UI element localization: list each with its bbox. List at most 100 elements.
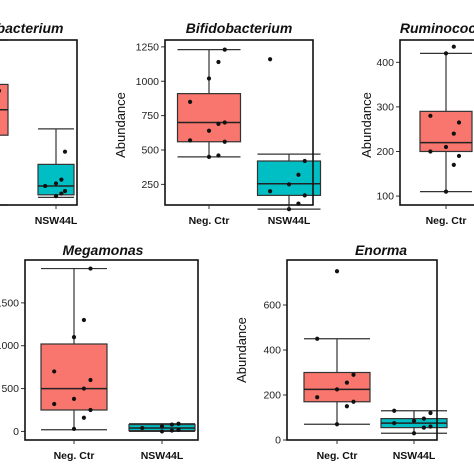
data-point — [0, 88, 2, 93]
data-point — [71, 396, 77, 401]
x-category-label: NSW44L — [393, 450, 436, 462]
y-axis-label: Abundance — [234, 317, 249, 383]
data-point — [88, 407, 93, 413]
box-body — [419, 110, 473, 153]
box-neg-ctr — [303, 269, 371, 427]
x-category-label: Neg. Ctr — [426, 215, 467, 227]
panel-frame — [164, 39, 314, 206]
data-point — [351, 399, 356, 404]
data-point — [296, 172, 301, 177]
box-neg-ctr — [176, 47, 242, 159]
data-point — [140, 425, 145, 431]
data-point — [268, 189, 273, 194]
panel-3: Ruminococ Abundance 100 200 300 400 Neg. Ctr — [359, 20, 474, 227]
panel-4: Megamonas 0 500 1000 1500 Neg. Ctr NSW44L — [0, 242, 199, 462]
data-point — [392, 421, 397, 426]
data-point — [52, 369, 57, 374]
panel-5: Enorma Abundance 0 200 400 600 Neg. Ctr NSW44L — [234, 242, 448, 462]
data-point — [43, 183, 48, 189]
data-point — [411, 431, 417, 436]
panel-title: Ruminococ — [400, 20, 474, 36]
y-tick-label: 1000 — [136, 76, 160, 88]
x-category-label: Neg. Ctr — [317, 450, 358, 462]
x-category-label: Neg. Ctr — [54, 450, 95, 462]
data-point — [216, 59, 221, 65]
data-point — [53, 181, 59, 186]
data-point — [428, 410, 433, 416]
box-nsw44l — [37, 128, 75, 199]
data-point — [222, 120, 227, 125]
box-nsw44l — [128, 421, 196, 434]
panel-title: bacterium — [0, 20, 63, 36]
panel-frame — [0, 39, 78, 206]
y-tick-label: 500 — [1, 383, 19, 395]
data-point — [315, 395, 320, 400]
data-point — [443, 189, 449, 194]
data-point — [411, 418, 417, 423]
data-point — [222, 47, 227, 52]
data-point — [334, 269, 340, 274]
data-point — [62, 188, 68, 194]
data-point — [71, 426, 77, 431]
panel-2: Bifidobacterium Abundance 250 500 750 1000 125… — [113, 20, 322, 227]
data-point — [81, 317, 86, 323]
panel-frame — [399, 39, 474, 206]
data-point — [286, 182, 292, 187]
box-nsw44l — [256, 57, 322, 212]
y-tick-label: 250 — [141, 179, 159, 191]
data-point — [334, 387, 340, 392]
data-point — [421, 416, 426, 421]
box-body — [303, 371, 371, 403]
y-tick-label: 600 — [263, 300, 281, 312]
box-neg-ctr — [419, 44, 473, 194]
data-point — [456, 120, 462, 125]
data-point — [206, 154, 212, 159]
data-point — [344, 404, 349, 409]
data-point — [188, 138, 193, 143]
data-point — [188, 99, 193, 104]
panel-title: Enorma — [355, 242, 407, 258]
panel-frame — [286, 259, 438, 441]
data-point — [392, 408, 397, 413]
y-axis-label: Abundance — [113, 92, 128, 158]
data-point — [81, 386, 86, 391]
y-tick-label: 400 — [263, 345, 281, 357]
data-point — [216, 153, 221, 158]
box-body — [37, 163, 75, 196]
y-tick-label: 0 — [13, 426, 19, 438]
data-point — [315, 336, 320, 341]
data-point — [334, 422, 340, 427]
data-point — [169, 422, 174, 427]
y-tick-label: 200 — [263, 390, 281, 402]
panel-title: Bifidobacterium — [186, 20, 293, 36]
data-point — [443, 144, 449, 150]
data-point — [88, 377, 93, 383]
y-axis-label: Abundance — [359, 92, 374, 158]
box-body — [176, 93, 242, 143]
data-point — [169, 428, 174, 433]
data-point — [344, 380, 349, 385]
data-point — [88, 266, 93, 271]
x-category-label: Neg. Ctr — [189, 215, 230, 227]
box-nsw44l — [380, 408, 448, 436]
y-tick-label: 400 — [376, 57, 394, 69]
y-tick-label: 1250 — [136, 41, 160, 53]
data-point — [428, 149, 433, 154]
box-neg-ctr — [0, 39, 9, 206]
data-point — [443, 51, 449, 56]
data-point — [302, 158, 307, 164]
data-point — [268, 57, 273, 62]
data-point — [159, 429, 165, 434]
data-point — [52, 401, 57, 407]
y-tick-label: 200 — [376, 146, 394, 158]
data-point — [451, 44, 456, 49]
panel-1: bacterium NSW44L — [0, 20, 78, 227]
data-point — [176, 427, 181, 432]
box-body — [256, 160, 322, 196]
x-category-label: NSW44L — [268, 215, 311, 227]
data-point — [216, 121, 221, 126]
x-category-label: NSW44L — [35, 215, 78, 227]
data-point — [176, 421, 181, 426]
data-point — [351, 372, 356, 377]
